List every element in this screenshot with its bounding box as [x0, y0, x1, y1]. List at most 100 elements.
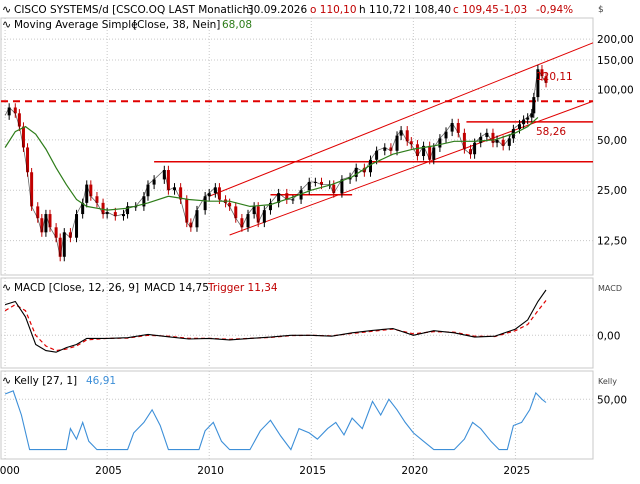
- price-candle-body: [485, 132, 489, 137]
- price-candle-body: [54, 227, 58, 238]
- x-tick-label: 2000: [0, 465, 20, 477]
- price-candle-body: [252, 206, 256, 215]
- price-candle-body: [395, 135, 399, 151]
- price-candle-body: [162, 170, 166, 180]
- price-candle-body: [185, 199, 189, 223]
- price-candle-body: [62, 232, 66, 257]
- x-tick-label: 2015: [299, 465, 326, 477]
- header-change-pct: -0,94%: [536, 4, 573, 16]
- price-candle-body: [307, 181, 311, 191]
- x-tick-label: 2010: [197, 465, 224, 477]
- macd-line: [4, 289, 547, 353]
- price-series-line: [4, 68, 547, 257]
- price-candle-body: [285, 193, 289, 200]
- price-candle-body: [432, 147, 436, 160]
- price-tick-label: 100,00: [597, 84, 634, 96]
- price-candle-body: [48, 214, 52, 228]
- price-candle-body: [179, 187, 183, 200]
- title-icon: ∿: [2, 3, 11, 16]
- macd-icon: ∿: [2, 281, 11, 294]
- ma-legend-value: 68,08: [222, 19, 252, 31]
- annotation-58: 58,26: [536, 126, 566, 138]
- trend-channel-line: [229, 100, 594, 236]
- price-tick-label: 25,00: [597, 185, 627, 197]
- price-candle-body: [134, 206, 138, 208]
- price-candle-body: [203, 196, 207, 211]
- price-candle-body: [228, 202, 232, 207]
- price-tick-label: 12,50: [597, 236, 627, 248]
- price-tick-label: 50,00: [597, 135, 627, 147]
- kelly-title: Kelly [27, 1]: [14, 375, 77, 387]
- price-candle-body: [152, 179, 156, 185]
- price-candle-body: [389, 147, 393, 151]
- macd-tick-label: 0,00: [597, 330, 620, 342]
- price-candle-body: [354, 167, 358, 177]
- header-low: l 108,40: [408, 4, 451, 16]
- price-candle-body: [409, 141, 413, 145]
- price-candle-body: [469, 149, 473, 155]
- price-candle-body: [207, 193, 211, 197]
- kelly-icon: ∿: [2, 374, 11, 387]
- price-candle-body: [101, 202, 105, 215]
- price-candle-body: [313, 181, 317, 183]
- price-candle-body: [75, 214, 79, 238]
- price-candle-body: [368, 159, 372, 173]
- price-tick-label: 150,00: [597, 55, 634, 67]
- price-candle-body: [291, 199, 295, 201]
- price-candle-body: [415, 144, 419, 157]
- price-candle-body: [166, 170, 170, 191]
- price-candle-body: [121, 214, 125, 217]
- sma-series-line: [4, 116, 539, 211]
- header-close: c 109,45: [453, 4, 499, 16]
- macd-pane: [0, 277, 594, 369]
- price-candle-body: [540, 69, 544, 77]
- price-candle-body: [526, 117, 530, 120]
- price-candle-body: [217, 187, 221, 200]
- price-candle-body: [375, 150, 379, 160]
- price-candle-body: [40, 218, 44, 233]
- price-candle-body: [240, 218, 244, 228]
- price-candle-body: [89, 184, 93, 197]
- price-candle-body: [21, 126, 25, 148]
- price-candle-body: [277, 193, 281, 203]
- price-candle-body: [450, 123, 454, 132]
- price-candle-body: [491, 132, 495, 143]
- price-candle-body: [332, 184, 336, 194]
- price-candle-body: [438, 138, 442, 148]
- price-candle-body: [105, 212, 109, 215]
- x-tick-label: 2005: [95, 465, 122, 477]
- chart-title: CISCO SYSTEMS/d [CSCO.OQ LAST Monatlich]: [14, 4, 253, 16]
- price-candle-body: [68, 232, 72, 238]
- price-candle-body: [383, 147, 387, 151]
- x-tick-label: 2025: [503, 465, 530, 477]
- price-candle-body: [195, 210, 199, 228]
- ma-icon: ∿: [2, 18, 11, 31]
- kelly-line: [4, 390, 547, 451]
- x-tick-label: 2020: [401, 465, 428, 477]
- price-candle-body: [85, 184, 89, 203]
- price-candle-body: [428, 145, 432, 160]
- price-candle-body: [362, 167, 366, 173]
- price-candle-body: [213, 187, 217, 194]
- price-candle-body: [522, 119, 526, 125]
- kelly-value: 46,91: [86, 375, 116, 387]
- kelly-pane: [0, 370, 594, 460]
- price-candle-body: [405, 130, 409, 142]
- macd-trigger-value: Trigger 11,34: [207, 282, 278, 294]
- header-date: 30.09.2026: [247, 4, 307, 16]
- price-candle-body: [501, 139, 505, 146]
- price-candle-body: [399, 130, 403, 136]
- price-candle-body: [319, 181, 323, 185]
- price-candle-body: [444, 131, 448, 139]
- price-candle-body: [17, 113, 21, 127]
- price-candle-body: [456, 123, 460, 133]
- price-candle-body: [173, 187, 177, 191]
- price-candle-body: [113, 212, 117, 217]
- macd-axis-label: MACD: [598, 284, 622, 293]
- price-candle-body: [262, 210, 266, 223]
- price-candle-body: [495, 139, 499, 143]
- trend-channel-line: [209, 42, 594, 197]
- currency-label: $: [598, 5, 604, 15]
- price-candle-body: [268, 202, 272, 211]
- price-candle-body: [26, 147, 30, 173]
